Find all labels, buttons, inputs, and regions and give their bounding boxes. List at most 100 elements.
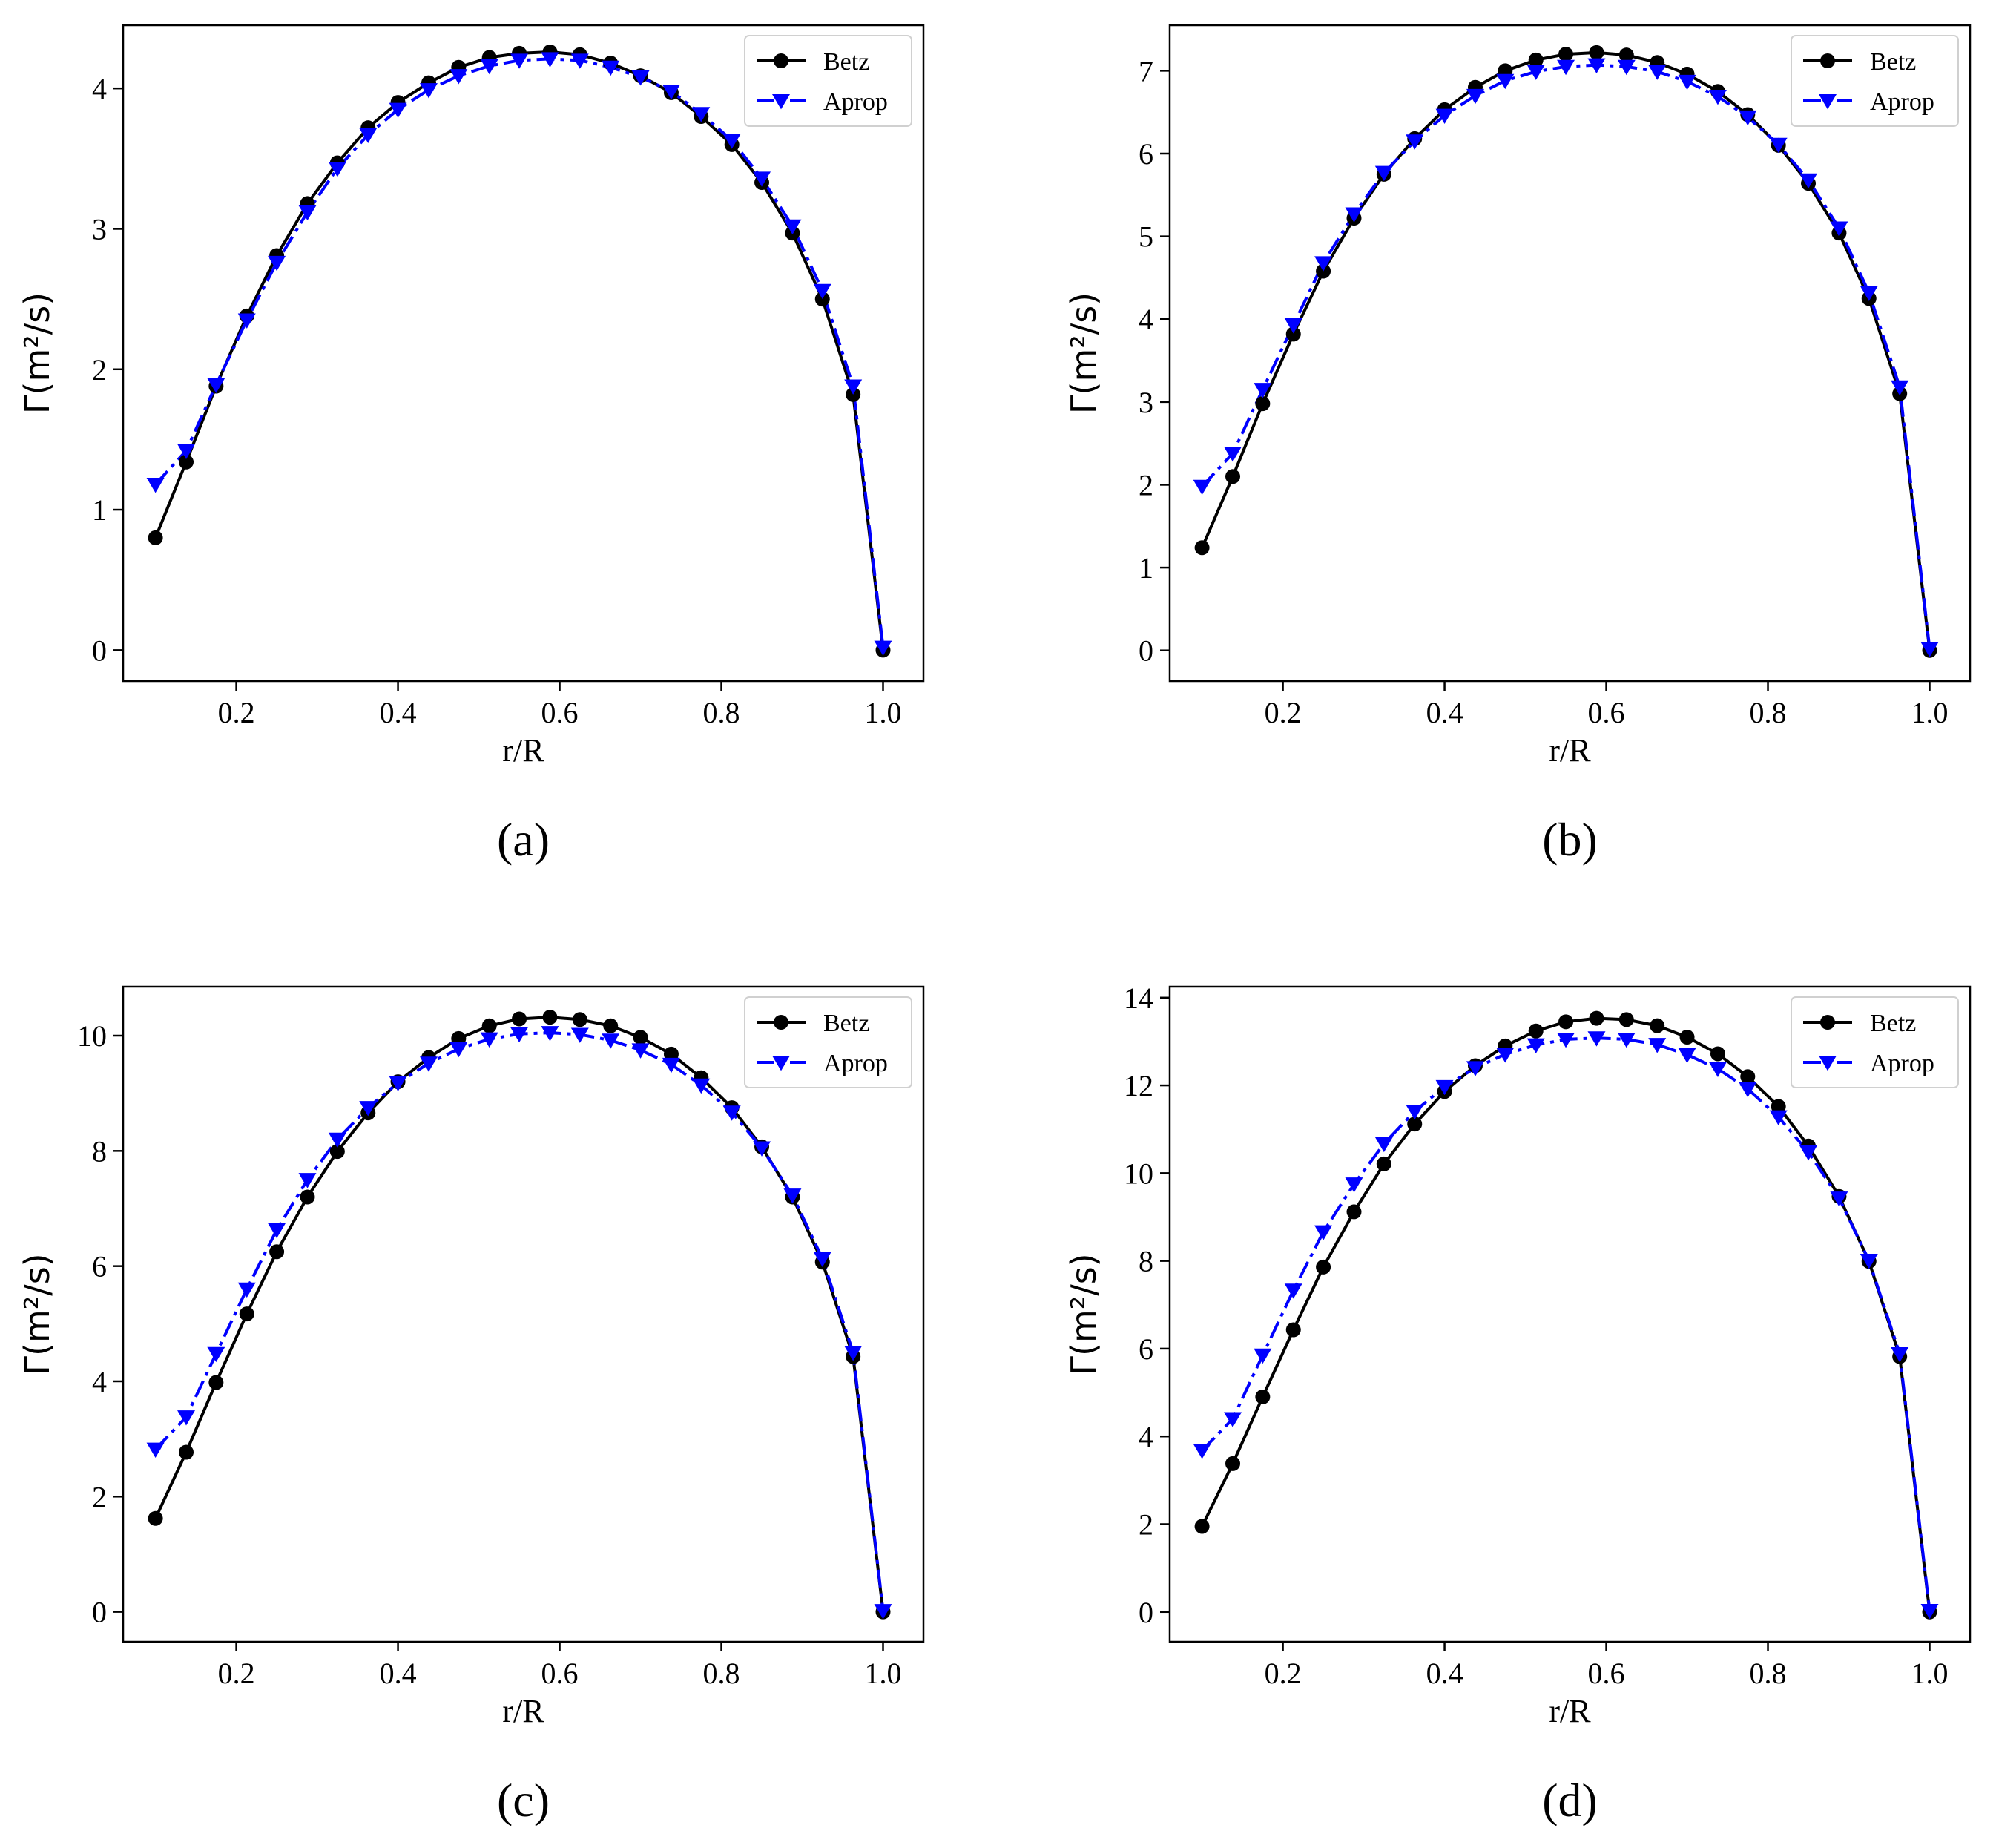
legend-label-aprop: Aprop — [823, 88, 888, 116]
x-tick-label: 0.8 — [1750, 696, 1787, 729]
x-tick-label: 0.6 — [541, 696, 579, 729]
y-tick-label: 4 — [92, 72, 107, 105]
panel-caption: (a) — [497, 813, 550, 866]
data-point-betz — [572, 1012, 587, 1027]
data-point-betz — [1558, 47, 1574, 62]
y-tick-label: 3 — [92, 212, 107, 246]
data-point-betz — [1679, 1030, 1695, 1045]
data-point-aprop — [510, 1027, 529, 1043]
data-point-aprop — [207, 378, 225, 393]
data-point-aprop — [146, 1442, 165, 1459]
data-point-aprop — [631, 70, 650, 86]
data-point-aprop — [753, 171, 771, 187]
x-tick-label: 0.4 — [1426, 1657, 1463, 1690]
series-line-betz — [154, 1016, 885, 1612]
data-point-aprop — [328, 1132, 346, 1148]
data-point-aprop — [662, 1057, 680, 1073]
x-tick-label: 0.6 — [541, 1657, 579, 1690]
data-point-betz — [1407, 1117, 1423, 1132]
data-point-betz — [1346, 1204, 1362, 1220]
x-tick-label: 1.0 — [865, 696, 902, 729]
data-point-aprop — [449, 69, 468, 85]
data-point-aprop — [1830, 1191, 1848, 1207]
x-axis-label: r/R — [1549, 1693, 1591, 1729]
legend: Betz Aprop — [744, 35, 912, 127]
x-tick-label: 1.0 — [1911, 1657, 1949, 1690]
data-point-betz — [603, 1018, 619, 1033]
data-point-aprop — [1769, 1110, 1788, 1126]
y-tick-label: 2 — [1139, 1507, 1153, 1541]
data-point-aprop — [1314, 256, 1333, 272]
data-point-aprop — [1799, 173, 1818, 189]
x-tick-label: 0.2 — [218, 696, 255, 729]
data-point-aprop — [1648, 1038, 1667, 1053]
series-line-aprop — [154, 1031, 885, 1611]
data-point-betz — [1194, 540, 1210, 556]
y-tick-label: 6 — [1139, 137, 1153, 171]
data-point-aprop — [1496, 1048, 1515, 1063]
data-point-betz — [1194, 1519, 1210, 1534]
x-tick-label: 1.0 — [865, 1657, 902, 1690]
data-point-betz — [1618, 47, 1634, 63]
legend-marker-circle — [774, 53, 788, 68]
data-point-aprop — [1587, 58, 1606, 73]
legend-marker-triangle — [1819, 94, 1837, 110]
data-point-betz — [481, 1018, 497, 1033]
data-point-aprop — [1284, 1283, 1302, 1299]
data-point-aprop — [177, 444, 196, 459]
data-point-aprop — [692, 107, 711, 122]
data-point-aprop — [1617, 1032, 1636, 1048]
data-point-aprop — [1920, 1604, 1939, 1620]
y-tick-label: 8 — [1139, 1245, 1153, 1278]
legend-label-aprop: Aprop — [1870, 1050, 1934, 1077]
series-line-aprop — [1201, 1036, 1931, 1611]
y-axis-label: Γ(m²/s) — [17, 292, 57, 414]
y-tick-label: 2 — [92, 353, 107, 387]
data-point-aprop — [844, 1346, 863, 1361]
data-point-aprop — [1920, 642, 1939, 657]
data-point-betz — [1589, 45, 1604, 60]
chart-panel-d: 0.2 0.4 0.6 0.8 1.0 0 2 4 6 8 10 12 14 r/R Γ(m²/s) (d) B… — [1064, 981, 1972, 1826]
data-point-aprop — [1224, 1412, 1242, 1427]
data-point-aprop — [1648, 65, 1667, 80]
data-point-aprop — [722, 134, 741, 149]
data-point-aprop — [1435, 108, 1454, 125]
panel-caption: (d) — [1542, 1774, 1598, 1826]
y-tick-label: 4 — [92, 1365, 107, 1398]
data-point-aprop — [1193, 1444, 1211, 1459]
y-tick-label: 3 — [1139, 386, 1153, 419]
y-tick-label: 0 — [1139, 634, 1153, 668]
data-point-aprop — [237, 313, 256, 329]
y-axis-label: Γ(m²/s) — [1064, 1253, 1104, 1375]
legend-label-aprop: Aprop — [823, 1050, 888, 1077]
data-point-aprop — [1284, 318, 1302, 334]
data-point-aprop — [1708, 1062, 1727, 1077]
x-tick-label: 0.8 — [703, 696, 740, 729]
data-point-betz — [1710, 1046, 1725, 1062]
data-point-aprop — [146, 477, 165, 493]
data-point-betz — [1650, 1018, 1665, 1033]
y-axis-label: Γ(m²/s) — [17, 1253, 57, 1375]
data-point-aprop — [844, 379, 863, 395]
y-tick-label: 4 — [1139, 1420, 1153, 1453]
series-line-betz — [154, 50, 885, 651]
series-line-aprop — [154, 57, 885, 648]
y-tick-label: 10 — [1124, 1157, 1153, 1190]
data-point-betz — [300, 1189, 315, 1205]
data-point-aprop — [1526, 1038, 1545, 1054]
legend-marker-triangle — [1819, 1056, 1837, 1071]
data-point-aprop — [298, 205, 317, 221]
data-point-aprop — [1617, 59, 1636, 76]
y-axis-label: Γ(m²/s) — [1064, 292, 1104, 414]
legend-label-betz: Betz — [1870, 48, 1916, 76]
y-tick-label: 1 — [92, 493, 107, 527]
data-point-betz — [208, 1375, 224, 1390]
data-point-aprop — [662, 84, 680, 100]
data-point-betz — [179, 454, 194, 470]
data-point-aprop — [783, 219, 802, 235]
x-axis-label: r/R — [502, 1693, 544, 1729]
data-point-aprop — [480, 59, 498, 75]
data-point-aprop — [541, 52, 559, 68]
data-point-betz — [179, 1444, 194, 1460]
